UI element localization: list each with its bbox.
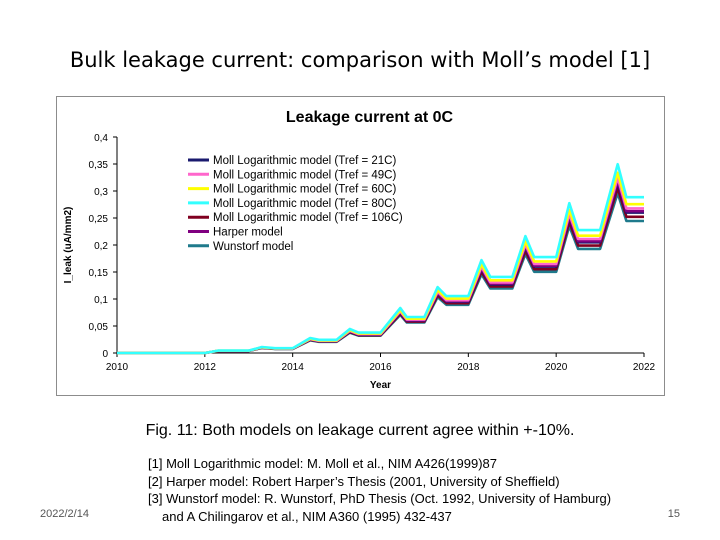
y-axis-label: I_leak (uA/mm2) [63,207,74,284]
slide-page-number: 15 [667,508,680,520]
y-tick-label: 0,3 [94,187,108,198]
legend-label: Moll Logarithmic model (Tref = 49C) [213,169,396,181]
reference-2: [2] Harper model: Robert Harper’s Thesis… [148,473,560,489]
x-tick-label: 2022 [633,362,656,373]
leakage-chart: Leakage current at 0C 0 0,05 0,1 0,15 0,2 0,25… [63,109,656,391]
legend-label: Moll Logarithmic model (Tref = 80C) [213,198,396,210]
chart-frame: Leakage current at 0C 0 0,05 0,1 0,15 0,2 0,25… [56,96,665,396]
legend-label: Moll Logarithmic model (Tref = 106C) [213,212,403,224]
legend-label: Harper model [213,227,283,239]
y-tick-label: 0,35 [89,160,109,171]
reference-3: [3] Wunstorf model: R. Wunstorf, PhD The… [148,491,612,506]
x-tick-label: 2014 [282,362,305,373]
x-tick-label: 2012 [194,362,217,373]
legend-box [182,152,447,263]
chart-title: Leakage current at 0C [286,109,454,126]
x-tick-label: 2020 [545,362,568,373]
x-tick-label: 2010 [106,362,129,373]
y-tick-label: 0,2 [94,241,108,252]
legend-label: Wunstorf model [213,241,293,253]
x-tick-label: 2016 [369,362,392,373]
y-tick-label: 0 [102,349,108,360]
y-tick-label: 0,15 [89,268,109,279]
y-tick-label: 0,05 [89,322,109,333]
legend-label: Moll Logarithmic model (Tref = 21C) [213,155,396,167]
series-line-4 [117,162,644,355]
figure-caption: Fig. 11: Both models on leakage current … [145,422,575,439]
x-axis-label: Year [370,380,391,391]
slide-date: 2022/2/14 [40,508,89,520]
y-tick-label: 0,25 [89,214,109,225]
x-tick-label: 2018 [457,362,480,373]
legend-label: Moll Logarithmic model (Tref = 60C) [213,184,396,196]
y-tick-label: 0,1 [94,295,108,306]
reference-3-continued: and A Chilingarov et al., NIM A360 (1995… [162,508,452,524]
references: [1] Moll Logarithmic model: M. Moll et a… [148,455,668,525]
slide-title: Bulk leakage current: comparison with Mo… [69,48,651,72]
reference-1: [1] Moll Logarithmic model: M. Moll et a… [148,456,497,471]
y-tick-label: 0,4 [94,133,108,144]
